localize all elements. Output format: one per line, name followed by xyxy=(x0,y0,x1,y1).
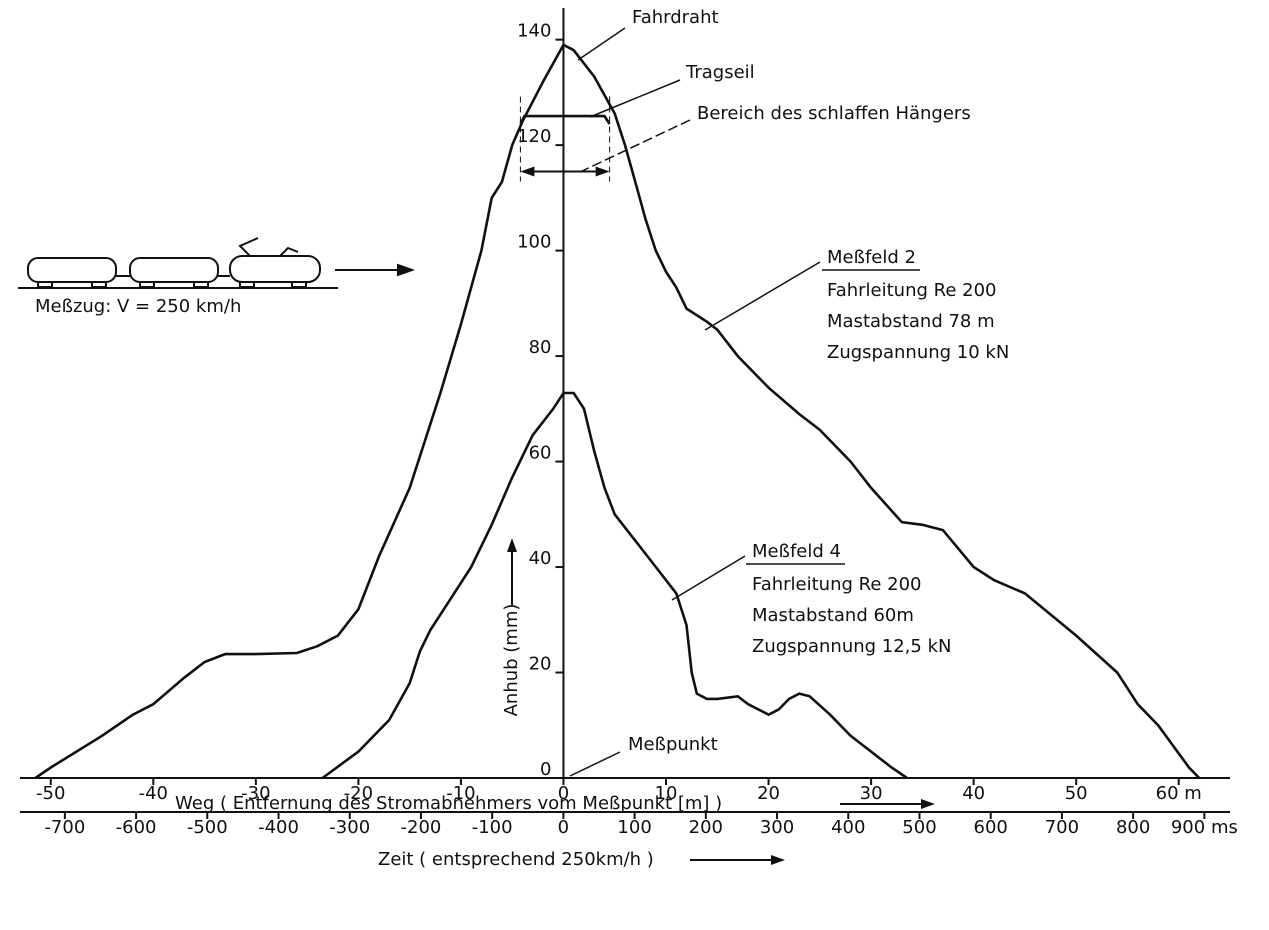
leader-line xyxy=(589,79,681,118)
x2-tick-label: 600 xyxy=(974,817,1008,838)
series-line xyxy=(321,391,908,780)
series-description: Mastabstand 78 m xyxy=(827,311,995,332)
arrow-head xyxy=(921,799,935,809)
x2-tick-label: 300 xyxy=(760,817,794,838)
leader-line xyxy=(577,27,626,61)
x-tick-label: -50 xyxy=(36,783,65,804)
x-tick-label: 30 xyxy=(860,783,883,804)
x2-tick-label: 400 xyxy=(831,817,865,838)
train-drawing xyxy=(18,237,415,289)
x2-tick-label: 800 xyxy=(1116,817,1150,838)
leader-line xyxy=(704,261,821,331)
x2-tick-label: -400 xyxy=(258,817,299,838)
y-axis-label: Anhub (mm) xyxy=(501,604,522,717)
series-label: Tragseil xyxy=(685,62,755,83)
x-tick-label: 40 xyxy=(962,783,985,804)
series-line xyxy=(519,114,611,125)
y-tick-label: 40 xyxy=(529,548,552,569)
series-description: Mastabstand 60m xyxy=(752,605,914,626)
leader-line xyxy=(569,751,621,777)
x-tick-label: 20 xyxy=(757,783,780,804)
series-description: Fahrleitung Re 200 xyxy=(827,280,997,301)
leader-line xyxy=(579,119,691,173)
y-tick-label: 100 xyxy=(517,232,551,253)
arrow-head xyxy=(595,166,610,177)
series-description: Zugspannung 10 kN xyxy=(827,342,1009,363)
x2-tick-label: 0 xyxy=(558,817,569,838)
y-tick-label: 60 xyxy=(529,443,552,464)
series-label: Meßfeld 4 xyxy=(752,541,841,562)
x2-tick-label: 900 ms xyxy=(1171,817,1238,838)
x-tick-label: -20 xyxy=(344,783,373,804)
y-tick-label: 140 xyxy=(517,21,551,42)
x2-tick-label: 500 xyxy=(902,817,936,838)
series-description: Zugspannung 12,5 kN xyxy=(752,636,951,657)
x-tick-label: 0 xyxy=(558,783,569,804)
x2-tick-label: -200 xyxy=(401,817,442,838)
x-tick-label: -40 xyxy=(139,783,168,804)
x2-tick-label: 100 xyxy=(617,817,651,838)
y-tick-label: 120 xyxy=(517,126,551,147)
x-axis-label: Weg ( Entfernung des Stromabnehmers vom … xyxy=(175,793,722,814)
annotation: Meßpunkt xyxy=(628,734,718,755)
arrow-head xyxy=(771,855,785,865)
x2-tick-label: -100 xyxy=(472,817,513,838)
annotation: Meßzug: V = 250 km/h xyxy=(35,296,241,317)
x-tick-label: 10 xyxy=(655,783,678,804)
x-tick-label: 50 xyxy=(1065,783,1088,804)
y-tick-label: 80 xyxy=(529,337,552,358)
x-tick-label: -30 xyxy=(241,783,270,804)
arrow-head xyxy=(507,538,517,552)
x2-tick-label: -300 xyxy=(329,817,370,838)
x2-tick-label: 700 xyxy=(1045,817,1079,838)
x2-tick-label: -700 xyxy=(44,817,85,838)
x2-axis-label: Zeit ( entsprechend 250km/h ) xyxy=(378,849,654,870)
y-tick-label: 20 xyxy=(529,654,552,675)
x2-tick-label: -600 xyxy=(116,817,157,838)
x-tick-label: -10 xyxy=(446,783,475,804)
x2-tick-label: -500 xyxy=(187,817,228,838)
annotation: Fahrdraht xyxy=(632,7,719,28)
series-line xyxy=(34,43,1201,780)
series-label: Meßfeld 2 xyxy=(827,247,916,268)
leader-line xyxy=(671,555,746,601)
series-description: Fahrleitung Re 200 xyxy=(752,574,922,595)
x2-tick-label: 200 xyxy=(689,817,723,838)
x-tick-label: 60 m xyxy=(1156,783,1202,804)
arrow-head xyxy=(520,166,535,177)
annotation: Bereich des schlaffen Hängers xyxy=(697,103,971,124)
y-tick-label: 0 xyxy=(540,759,551,780)
